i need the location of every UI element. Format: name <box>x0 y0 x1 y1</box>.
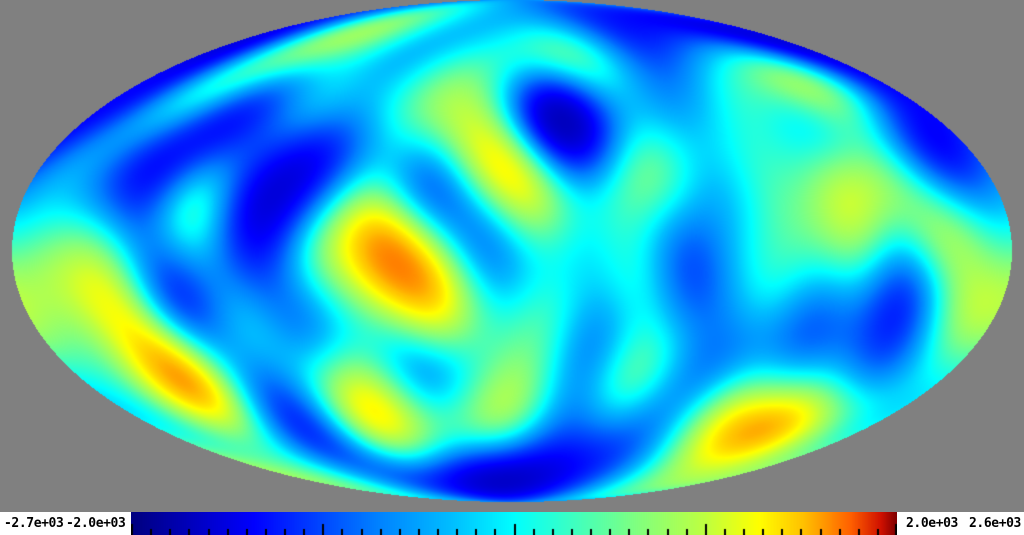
colorbar-max-label: 2.6e+03 <box>969 516 1021 531</box>
colorbar-min-label: -2.7e+03 <box>4 516 64 531</box>
colorbar-high-label: 2.0e+03 <box>906 516 958 531</box>
sky-map-panel <box>0 0 1024 512</box>
mollweide-sky-map <box>0 0 1024 512</box>
colorbar: -2.7e+03 -2.0e+03 2.0e+03 2.6e+03 <box>0 512 1024 535</box>
colorbar-scale <box>131 512 897 535</box>
colorbar-low-label: -2.0e+03 <box>66 516 126 531</box>
colorbar-gradient <box>131 512 897 535</box>
